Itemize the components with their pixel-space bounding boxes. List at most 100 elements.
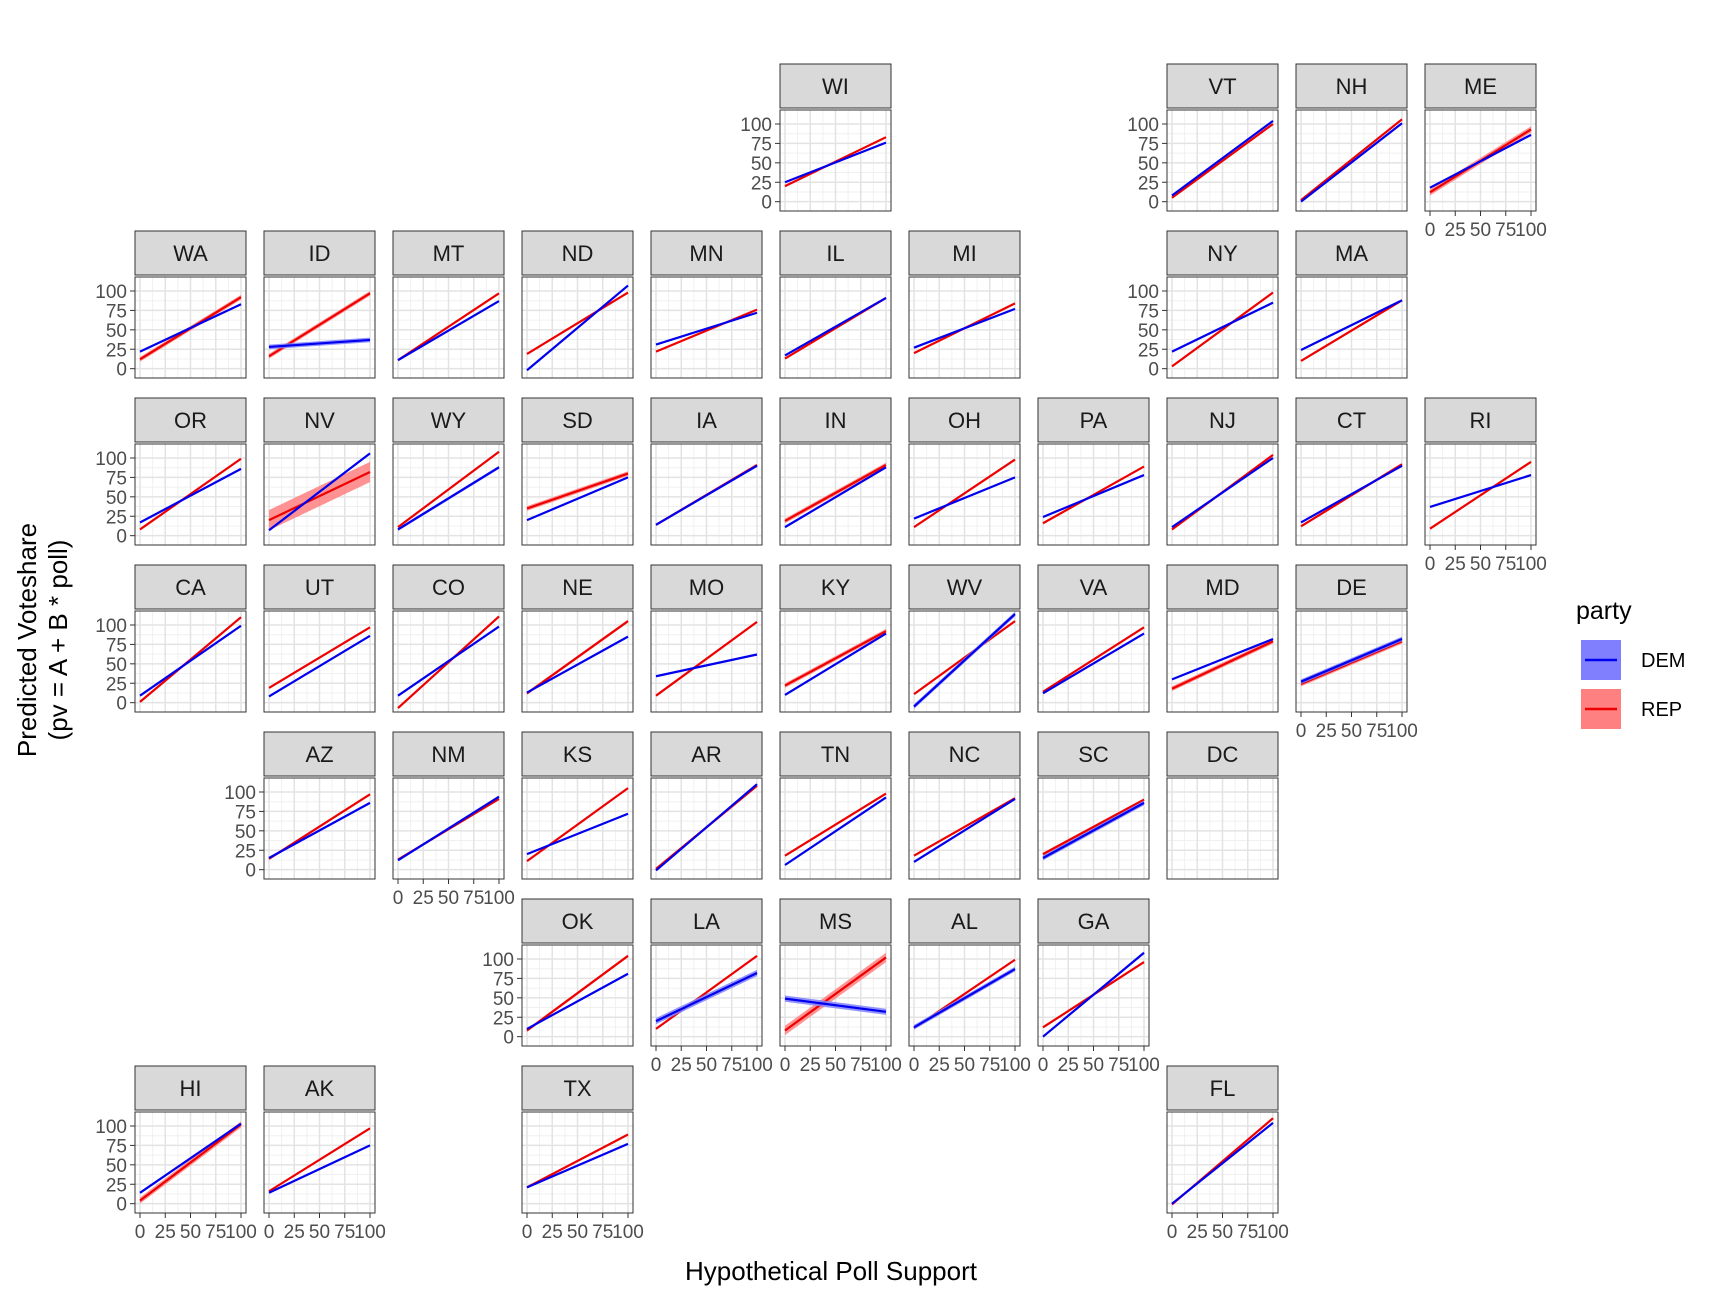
panel-grid-mn <box>651 277 762 378</box>
panel-series-ky <box>784 628 887 696</box>
panel-vt: VT <box>1166 63 1279 212</box>
legend-item-rep: REP <box>1581 689 1682 729</box>
y-tick-label: 100 <box>95 282 127 303</box>
panel-strip-ny <box>1166 230 1279 276</box>
panel-me: ME <box>1424 63 1537 212</box>
panel-grid-ok <box>522 945 633 1046</box>
panel-border-vt <box>1166 109 1279 212</box>
y-tick-label: 25 <box>1138 173 1159 194</box>
panel-strip-label-ia: IA <box>696 408 717 433</box>
panel-strip-mo <box>650 564 763 610</box>
panel-strip-label-wa: WA <box>173 241 208 266</box>
regression-line-rep-ut <box>268 626 371 689</box>
panel-nh: NH <box>1295 63 1408 212</box>
panel-strip-ky <box>779 564 892 610</box>
panel-pa: PA <box>1037 397 1150 546</box>
panel-grid-in <box>780 444 891 545</box>
panel-grid-ia <box>651 444 762 545</box>
regression-line-dem-md <box>1171 637 1274 681</box>
y-tick-label: 75 <box>106 1136 127 1157</box>
panel-border-ne <box>521 610 634 713</box>
panel-strip-co <box>392 564 505 610</box>
panel-series-oh <box>913 458 1016 529</box>
panel-series-nc <box>913 797 1016 863</box>
panel-wi: WI <box>779 63 892 212</box>
legend-label-dem: DEM <box>1641 650 1685 672</box>
panel-border-mn <box>650 276 763 379</box>
regression-line-dem-mn <box>655 311 758 346</box>
panel-border-pa <box>1037 443 1150 546</box>
panel-series-nv <box>268 452 371 532</box>
panel-nj: NJ <box>1166 397 1279 546</box>
panel-strip-md <box>1166 564 1279 610</box>
panel-al: AL <box>908 898 1021 1047</box>
regression-line-rep-vt <box>1171 123 1274 199</box>
panel-strip-label-dc: DC <box>1207 742 1239 767</box>
y-tick-label: 75 <box>106 468 127 489</box>
panel-grid-ks <box>522 778 633 879</box>
panel-strip-de <box>1295 564 1408 610</box>
panel-oh: OH <box>908 397 1021 546</box>
panel-series-tn <box>784 792 887 866</box>
panel-strip-in <box>779 397 892 443</box>
panel-ny: NY <box>1166 230 1279 379</box>
panel-wy: WY <box>392 397 505 546</box>
x-tick-label: 0 <box>1425 554 1436 575</box>
regression-line-dem-la <box>655 971 758 1023</box>
panel-strip-az <box>263 731 376 777</box>
x-tick-label: 50 <box>438 888 459 909</box>
regression-line-rep-wv <box>913 620 1016 696</box>
panel-strip-or <box>134 397 247 443</box>
panel-strip-label-ny: NY <box>1207 241 1238 266</box>
panel-border-co <box>392 610 505 713</box>
y-tick-label: 100 <box>95 616 127 637</box>
panel-strip-label-ca: CA <box>175 575 206 600</box>
x-tick-label: 0 <box>522 1222 533 1243</box>
panel-ri: RI <box>1424 397 1537 546</box>
panel-co: CO <box>392 564 505 713</box>
panel-strip-pa <box>1037 397 1150 443</box>
panel-series-al <box>913 958 1016 1030</box>
regression-line-dem-ar <box>655 783 758 872</box>
panel-grid-wi <box>780 110 891 211</box>
panel-series-wy <box>397 450 500 532</box>
regression-line-rep-ok <box>526 954 629 1032</box>
x-tick-label: 75 <box>1495 220 1516 241</box>
panel-grid-dc <box>1167 778 1278 879</box>
panel-ne: NE <box>521 564 634 713</box>
x-tick-label: 25 <box>1445 220 1466 241</box>
panel-strip-label-ma: MA <box>1335 241 1368 266</box>
y-tick-label: 100 <box>1127 282 1159 303</box>
x-tick-label: 50 <box>309 1222 330 1243</box>
panel-border-wa <box>134 276 247 379</box>
y-tick-label: 25 <box>106 507 127 528</box>
panel-ar: AR <box>650 731 763 880</box>
regression-line-dem-wa <box>139 303 242 353</box>
y-tick-label: 75 <box>235 802 256 823</box>
panel-grid-ne <box>522 611 633 712</box>
panel-series-mt <box>397 292 500 362</box>
panel-strip-label-ok: OK <box>562 909 594 934</box>
panel-series-ia <box>655 464 758 526</box>
x-tick-label: 50 <box>825 1055 846 1076</box>
panel-series-la <box>655 954 758 1030</box>
panel-border-mi <box>908 276 1021 379</box>
x-tick-label: 75 <box>1108 1055 1129 1076</box>
panel-border-mo <box>650 610 763 713</box>
panel-strip-label-ga: GA <box>1078 909 1110 934</box>
panel-border-wi <box>779 109 892 212</box>
panel-strip-label-nv: NV <box>304 408 335 433</box>
y-tick-label: 50 <box>106 655 127 676</box>
panel-nm: NM <box>392 731 505 880</box>
legend: party DEM REP <box>1576 597 1685 729</box>
panel-strip-label-ks: KS <box>563 742 592 767</box>
x-tick-label: 75 <box>721 1055 742 1076</box>
panel-strip-ga <box>1037 898 1150 944</box>
regression-line-rep-ky <box>784 630 887 687</box>
panel-series-mi <box>913 302 1016 355</box>
x-tick-label: 100 <box>1257 1222 1289 1243</box>
panel-hi: HI <box>134 1065 247 1214</box>
